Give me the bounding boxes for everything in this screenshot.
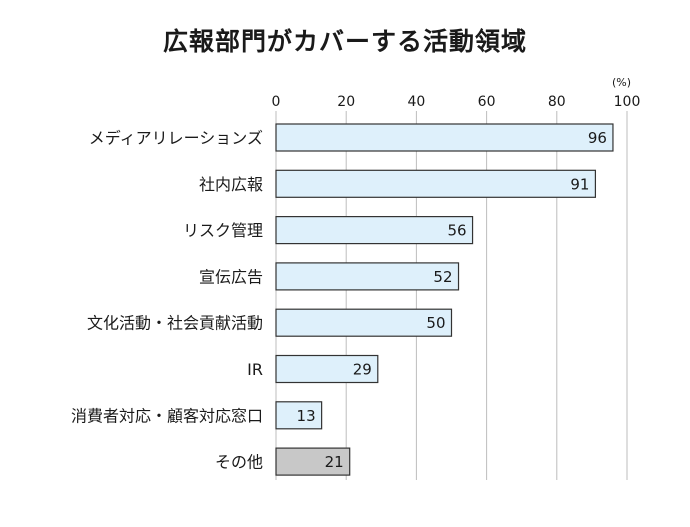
bar	[275, 308, 453, 337]
bars: 96 91 56 52 50 29 13 21	[275, 123, 614, 476]
x-tick-label: 100	[614, 94, 641, 110]
bar	[275, 216, 474, 245]
bar	[275, 123, 614, 152]
x-axis-ticks: 0 20 40 60 80 100	[272, 94, 641, 110]
bar-value-label: 91	[570, 175, 589, 193]
x-tick-label: 80	[548, 94, 566, 110]
category-label: メディアリレーションズ	[89, 129, 263, 148]
bar-value-label: 52	[433, 268, 452, 286]
bar-value-label: 50	[426, 314, 445, 332]
bar	[275, 447, 351, 476]
x-tick-label: 20	[337, 94, 355, 110]
x-tick-label: 40	[407, 94, 425, 110]
category-label: その他	[215, 453, 263, 472]
bar	[275, 401, 323, 430]
category-label: 社内広報	[199, 175, 263, 194]
category-label: IR	[247, 360, 263, 379]
bar	[275, 354, 379, 384]
grid-lines	[275, 111, 628, 480]
chart-title: 広報部門がカバーする活動領域	[162, 27, 527, 56]
bar	[275, 169, 597, 198]
x-tick-label: 60	[478, 94, 496, 110]
bar-value-label: 56	[447, 222, 466, 240]
category-label: 宣伝広告	[199, 267, 263, 286]
bar-value-label: 96	[588, 129, 607, 147]
bar	[275, 262, 460, 291]
category-label: 消費者対応・顧客対応窓口	[71, 406, 263, 425]
category-label: リスク管理	[183, 221, 263, 240]
unit-label: (%)	[612, 76, 632, 89]
x-tick-label: 0	[272, 94, 281, 110]
bar-value-label: 29	[353, 361, 372, 379]
category-label: 文化活動・社会貢献活動	[87, 314, 263, 333]
bar-value-label: 13	[297, 407, 316, 425]
bar-value-label: 21	[325, 453, 344, 471]
